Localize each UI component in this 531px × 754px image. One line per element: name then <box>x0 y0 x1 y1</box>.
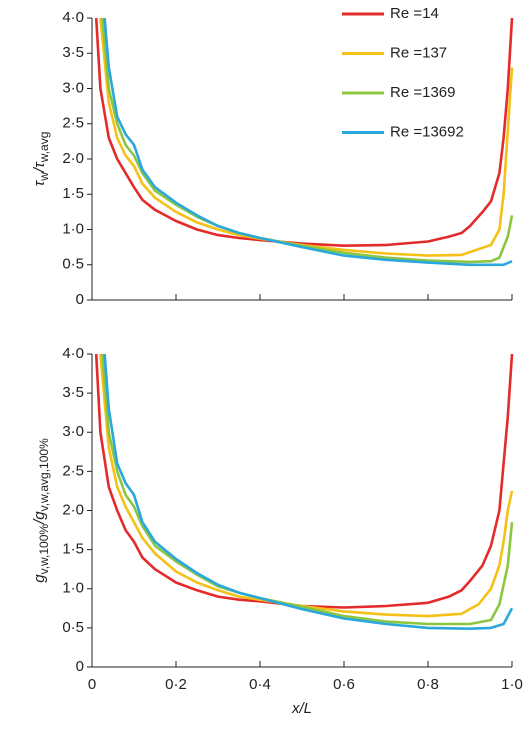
series-line <box>103 353 514 630</box>
legend-label: Re =13692 <box>390 123 464 140</box>
y-tick-label: 3·0 <box>62 423 84 440</box>
x-tick-label: 0·4 <box>249 676 271 693</box>
series-line <box>103 17 513 267</box>
x-tick-label: 1·0 <box>501 676 523 693</box>
y-tick-label: 0·5 <box>62 619 84 636</box>
y-axis-label-part: /τ <box>31 161 48 173</box>
y-axis-label: τw/τw,avg <box>31 132 51 187</box>
y-axis-label: gv,w,100%/gv,w,avg,100% <box>31 438 51 583</box>
y-axis-label-part: v,w,100% <box>37 524 51 575</box>
y-axis-label-part: v,w,avg,100% <box>37 438 51 511</box>
y-axis-label-part: w,avg <box>37 132 51 164</box>
y-tick-label: 1·5 <box>62 541 84 558</box>
y-tick-label: 3·5 <box>62 384 84 401</box>
y-tick-label: 0·5 <box>62 256 84 273</box>
x-tick-label: 0 <box>88 676 96 693</box>
y-tick-label: 2·0 <box>62 501 84 518</box>
legend-label: Re =14 <box>390 5 439 22</box>
x-tick-label: 0·2 <box>165 676 187 693</box>
x-tick-label: 0·6 <box>333 676 355 693</box>
y-tick-label: 0 <box>76 291 84 308</box>
y-tick-label: 1·0 <box>62 220 84 237</box>
y-tick-label: 4·0 <box>62 9 84 26</box>
x-tick-label: 0·8 <box>417 676 439 693</box>
series-line <box>94 353 514 609</box>
y-axis-label-part: τ <box>31 179 48 186</box>
legend-label: Re =137 <box>390 44 447 61</box>
y-axis-label-part: /g <box>31 511 48 525</box>
y-tick-label: 2·5 <box>62 462 84 479</box>
y-axis-label-part: w <box>37 172 51 182</box>
y-tick-label: 1·0 <box>62 580 84 597</box>
y-tick-label: 2·0 <box>62 150 84 167</box>
panel: 0 0·5 1·0 1·5 2·0 2·5 3·0 3·5 4·0 0 0·2 0·4 0·6 0·8 1·… <box>31 345 523 717</box>
y-axis-label-part: g <box>31 574 48 583</box>
y-tick-label: 1·5 <box>62 185 84 202</box>
y-tick-label: 4·0 <box>62 345 84 362</box>
x-axis-label: x/L <box>291 700 312 717</box>
series-line <box>101 353 514 626</box>
series-line <box>99 353 514 618</box>
y-tick-label: 2·5 <box>62 115 84 132</box>
y-tick-label: 3·5 <box>62 44 84 61</box>
y-tick-label: 3·0 <box>62 79 84 96</box>
y-tick-label: 0 <box>76 658 84 675</box>
panel: 0 0·5 1·0 1·5 2·0 2·5 3·0 3·5 4·0 τw/τw,avg Re =14… <box>31 5 514 308</box>
legend-label: Re =1369 <box>390 84 455 101</box>
